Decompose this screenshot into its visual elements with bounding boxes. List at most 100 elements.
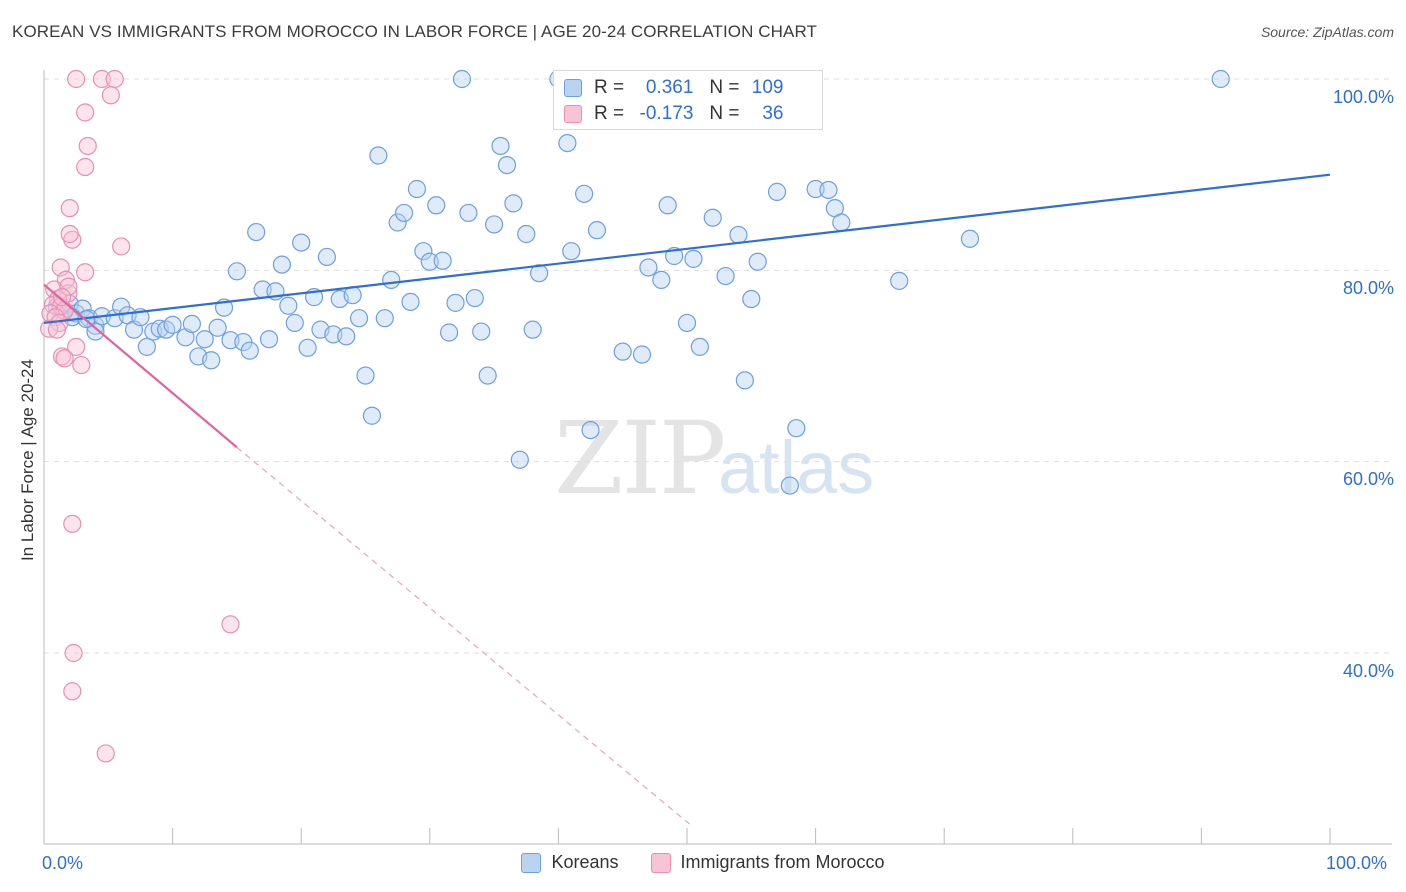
korean-point bbox=[407, 179, 427, 199]
korean-point bbox=[369, 146, 388, 165]
korean-point bbox=[890, 271, 909, 290]
watermark-zip: ZIP bbox=[554, 400, 726, 517]
korean-point bbox=[137, 337, 156, 356]
korean-point bbox=[427, 196, 446, 215]
korean-point bbox=[247, 222, 266, 242]
korean-point bbox=[575, 184, 594, 203]
korean-point bbox=[581, 420, 600, 440]
legend-item-morocco[interactable]: Immigrants from Morocco bbox=[650, 852, 885, 873]
morocco-point bbox=[45, 280, 64, 299]
korean-point bbox=[787, 419, 806, 438]
morocco-point bbox=[96, 744, 115, 763]
korean-point bbox=[337, 327, 356, 346]
korean-point bbox=[208, 318, 227, 337]
y-tick-label-80: 80.0% bbox=[1342, 278, 1394, 298]
morocco-trend-extension bbox=[236, 446, 692, 826]
y-tick-label-100: 100.0% bbox=[1332, 87, 1394, 107]
legend-swatch-koreans bbox=[521, 852, 542, 873]
morocco-point bbox=[55, 349, 74, 368]
korean-point bbox=[806, 179, 825, 199]
korean-point bbox=[459, 203, 478, 223]
korean-point bbox=[960, 229, 980, 248]
legend-row-koreans: R = 0.361 N = 109 bbox=[564, 75, 784, 101]
korean-point bbox=[433, 251, 452, 270]
morocco-point bbox=[92, 69, 111, 89]
legend-swatch-blue bbox=[564, 79, 582, 97]
chart-title: KOREAN VS IMMIGRANTS FROM MOROCCO IN LAB… bbox=[12, 22, 818, 41]
morocco-point bbox=[64, 643, 83, 663]
morocco-point bbox=[78, 136, 97, 156]
legend-r-label: R = bbox=[594, 103, 625, 124]
korean-point bbox=[613, 342, 632, 361]
korean-point bbox=[182, 314, 201, 334]
series-legend: Koreans Immigrants from Morocco bbox=[0, 852, 1406, 873]
morocco-point bbox=[101, 86, 120, 105]
korean-point bbox=[452, 69, 472, 89]
korean-point bbox=[414, 242, 433, 261]
y-axis-label: In Labor Force | Age 20-24 bbox=[18, 359, 37, 561]
korean-point bbox=[819, 180, 838, 200]
korean-point bbox=[343, 286, 362, 305]
korean-point bbox=[382, 270, 401, 289]
morocco-point bbox=[52, 347, 72, 366]
korean-point bbox=[504, 194, 523, 213]
legend-swatch-pink bbox=[564, 105, 582, 123]
korean-point bbox=[279, 296, 298, 315]
korean-point bbox=[202, 351, 221, 370]
morocco-point bbox=[59, 277, 78, 296]
watermark-atlas: atlas bbox=[718, 426, 875, 509]
legend-n-label: N = bbox=[709, 77, 740, 98]
korean-point bbox=[227, 262, 246, 281]
x-tick-label-100: 100.0% bbox=[1326, 853, 1388, 873]
korean-point bbox=[292, 233, 311, 252]
korean-point bbox=[677, 313, 697, 333]
korean-point bbox=[1211, 69, 1230, 89]
chart-source: Source: ZipAtlas.com bbox=[1260, 24, 1394, 40]
korean-point bbox=[639, 258, 658, 277]
morocco-point bbox=[52, 288, 72, 307]
morocco-point bbox=[47, 320, 66, 339]
korean-point bbox=[478, 366, 497, 385]
morocco-point bbox=[67, 337, 86, 356]
morocco-point bbox=[76, 263, 95, 282]
korean-point bbox=[832, 213, 851, 232]
korean-point bbox=[349, 309, 369, 328]
legend-r-value: -0.173 bbox=[639, 103, 694, 124]
korean-point bbox=[491, 136, 510, 156]
morocco-point bbox=[221, 615, 240, 634]
morocco-point bbox=[112, 237, 131, 256]
korean-point bbox=[658, 196, 677, 215]
korean-point bbox=[690, 337, 709, 356]
korean-point bbox=[562, 242, 581, 261]
correlation-legend: R = 0.361 N = 109 R = -0.173 N = 36 bbox=[553, 70, 823, 130]
korean-point bbox=[195, 330, 214, 349]
korean-point bbox=[285, 313, 304, 333]
korean-point bbox=[362, 406, 382, 425]
korean-point bbox=[298, 338, 317, 357]
x-tick-label-0: 0.0% bbox=[42, 853, 84, 873]
korean-point bbox=[742, 289, 761, 309]
korean-point bbox=[767, 182, 787, 201]
korean-point bbox=[375, 309, 394, 328]
korean-point bbox=[703, 208, 722, 227]
korean-point bbox=[163, 315, 182, 334]
korean-point bbox=[465, 288, 484, 308]
legend-item-koreans[interactable]: Koreans bbox=[521, 852, 619, 873]
legend-n-value: 109 bbox=[751, 77, 784, 98]
korean-point bbox=[716, 266, 735, 286]
korean-point bbox=[729, 225, 748, 245]
legend-n-label: N = bbox=[709, 103, 740, 124]
legend-r-value: 0.361 bbox=[645, 77, 694, 98]
morocco-point bbox=[72, 355, 91, 375]
legend-r-label: R = bbox=[594, 77, 625, 98]
morocco-point bbox=[76, 157, 95, 177]
korean-point bbox=[510, 450, 529, 469]
korean-trend-line bbox=[43, 173, 1331, 325]
legend-row-morocco: R = -0.173 N = 36 bbox=[564, 101, 784, 127]
korean-point bbox=[472, 322, 491, 341]
legend-label-koreans: Koreans bbox=[551, 852, 619, 872]
korean-point bbox=[780, 476, 799, 495]
legend-swatch-morocco bbox=[650, 852, 671, 873]
korean-point bbox=[684, 249, 703, 268]
